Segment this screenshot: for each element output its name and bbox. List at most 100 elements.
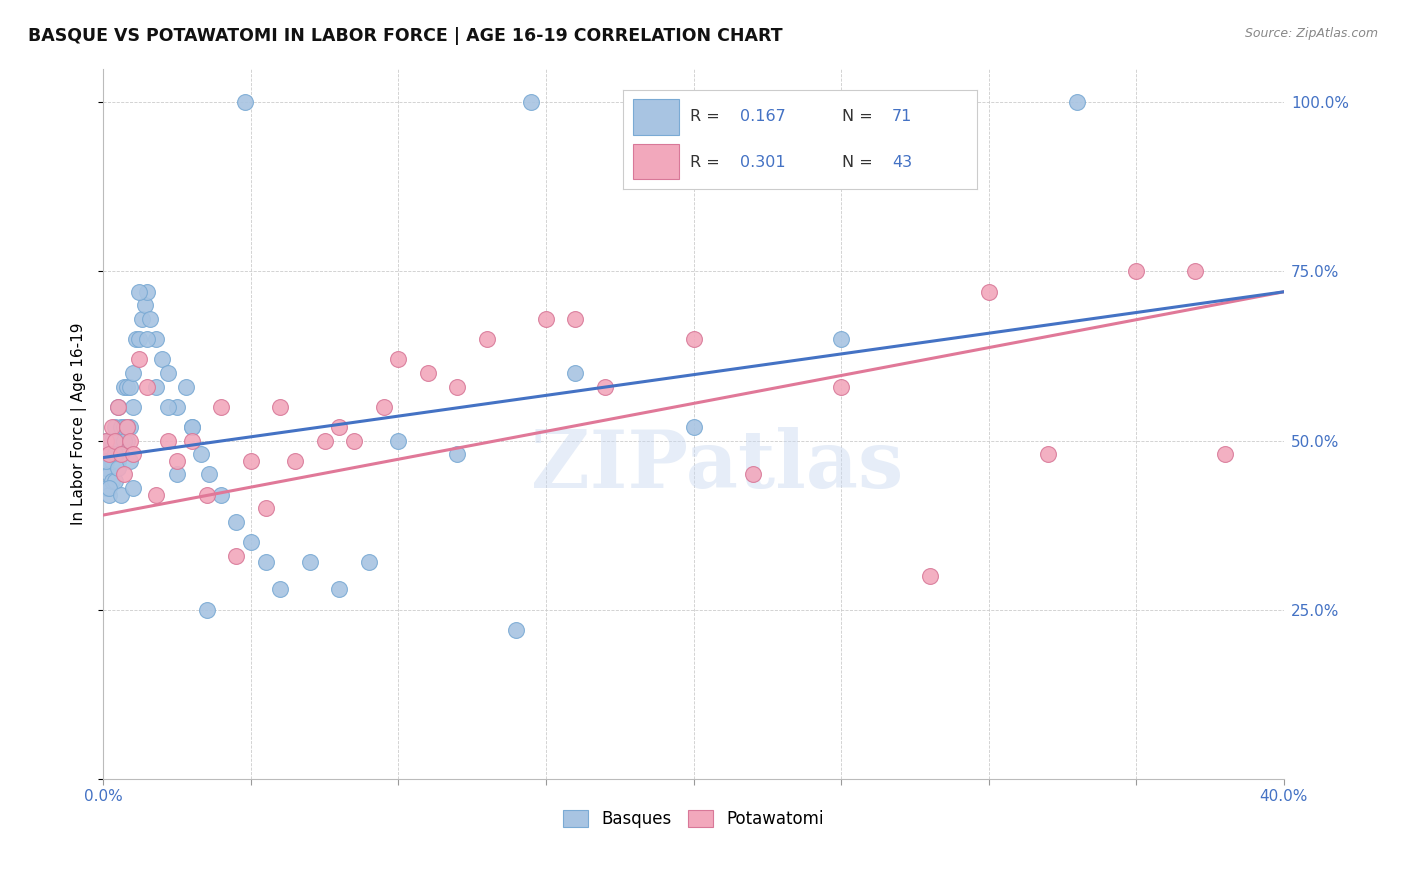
- Text: BASQUE VS POTAWATOMI IN LABOR FORCE | AGE 16-19 CORRELATION CHART: BASQUE VS POTAWATOMI IN LABOR FORCE | AG…: [28, 27, 783, 45]
- Point: [96, 434, 118, 448]
- Point: [209, 400, 232, 414]
- Point: [1184, 264, 1206, 278]
- Text: ZIPatlas: ZIPatlas: [531, 427, 903, 506]
- Point: [357, 556, 380, 570]
- Point: [101, 420, 124, 434]
- Point: [269, 400, 291, 414]
- Point: [107, 434, 129, 448]
- Point: [190, 447, 212, 461]
- Point: [96, 460, 118, 475]
- Point: [145, 379, 167, 393]
- Point: [118, 379, 141, 393]
- Point: [682, 332, 704, 346]
- Point: [104, 447, 127, 461]
- Point: [136, 332, 159, 346]
- Point: [328, 582, 350, 597]
- Point: [118, 434, 141, 448]
- Point: [145, 332, 167, 346]
- Point: [1125, 264, 1147, 278]
- Point: [110, 447, 132, 461]
- Point: [118, 454, 141, 468]
- Point: [198, 467, 221, 482]
- Point: [180, 434, 202, 448]
- Point: [1036, 447, 1059, 461]
- Point: [128, 332, 150, 346]
- Point: [284, 454, 307, 468]
- Point: [98, 467, 121, 482]
- Point: [115, 379, 138, 393]
- Point: [195, 488, 218, 502]
- Point: [166, 454, 188, 468]
- Y-axis label: In Labor Force | Age 16-19: In Labor Force | Age 16-19: [72, 323, 87, 525]
- Point: [314, 434, 336, 448]
- Point: [118, 420, 141, 434]
- Point: [239, 535, 262, 549]
- Point: [564, 366, 586, 380]
- Point: [110, 420, 132, 434]
- Point: [98, 447, 121, 461]
- Point: [174, 379, 197, 393]
- Point: [112, 434, 135, 448]
- Point: [298, 556, 321, 570]
- Point: [150, 352, 173, 367]
- Point: [564, 311, 586, 326]
- Point: [96, 454, 118, 468]
- Text: Source: ZipAtlas.com: Source: ZipAtlas.com: [1244, 27, 1378, 40]
- Point: [104, 434, 127, 448]
- Point: [139, 311, 162, 326]
- Point: [225, 549, 247, 563]
- Point: [128, 285, 150, 299]
- Point: [157, 400, 180, 414]
- Point: [131, 311, 153, 326]
- Point: [98, 434, 121, 448]
- Point: [98, 447, 121, 461]
- Point: [1066, 95, 1088, 110]
- Point: [112, 420, 135, 434]
- Point: [125, 332, 148, 346]
- Point: [682, 420, 704, 434]
- Point: [112, 379, 135, 393]
- Point: [520, 95, 543, 110]
- Point: [328, 420, 350, 434]
- Point: [115, 420, 138, 434]
- Point: [96, 481, 118, 495]
- Point: [373, 400, 395, 414]
- Point: [180, 420, 202, 434]
- Legend: Basques, Potawatomi: Basques, Potawatomi: [557, 803, 831, 835]
- Point: [104, 420, 127, 434]
- Point: [741, 467, 763, 482]
- Point: [446, 379, 468, 393]
- Point: [115, 434, 138, 448]
- Point: [475, 332, 498, 346]
- Point: [134, 298, 156, 312]
- Point: [136, 285, 159, 299]
- Point: [145, 488, 167, 502]
- Point: [343, 434, 366, 448]
- Point: [269, 582, 291, 597]
- Point: [121, 400, 143, 414]
- Point: [98, 481, 121, 495]
- Point: [233, 95, 256, 110]
- Point: [387, 434, 409, 448]
- Point: [104, 474, 127, 488]
- Point: [136, 379, 159, 393]
- Point: [96, 434, 118, 448]
- Point: [239, 454, 262, 468]
- Point: [254, 501, 277, 516]
- Point: [830, 379, 852, 393]
- Point: [446, 447, 468, 461]
- Point: [112, 467, 135, 482]
- Point: [157, 434, 180, 448]
- Point: [115, 420, 138, 434]
- Point: [166, 467, 188, 482]
- Point: [209, 488, 232, 502]
- Point: [195, 603, 218, 617]
- Point: [107, 454, 129, 468]
- Point: [416, 366, 439, 380]
- Point: [107, 400, 129, 414]
- Point: [254, 556, 277, 570]
- Point: [110, 447, 132, 461]
- Point: [101, 434, 124, 448]
- Point: [1213, 447, 1236, 461]
- Point: [110, 488, 132, 502]
